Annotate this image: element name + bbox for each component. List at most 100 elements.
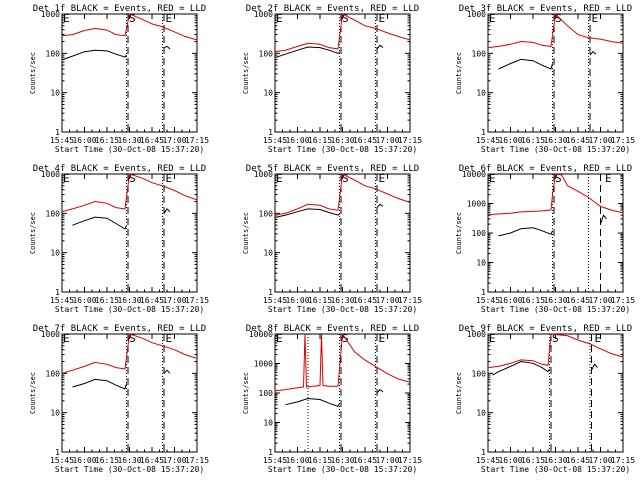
y-tick-label: 100 bbox=[472, 229, 487, 238]
x-tick-label: 16:00 bbox=[285, 456, 309, 465]
y-tick-label: 1 bbox=[268, 448, 273, 457]
y-tick-label: 10 bbox=[50, 89, 60, 98]
series-line-events bbox=[376, 203, 384, 208]
x-tick-label: 17:00 bbox=[375, 296, 399, 305]
y-tick-label: 100 bbox=[259, 209, 274, 218]
chart-panel-2: Det 2f BLACK = Events, RED = LLD 1 10 100 10… bbox=[242, 4, 422, 154]
x-tick-label: 16:30 bbox=[117, 296, 141, 305]
x-tick-label: 17:15 bbox=[398, 136, 422, 145]
series-line-lld bbox=[275, 174, 410, 216]
x-tick-label: 15:45 bbox=[476, 456, 500, 465]
y-axis-label: Counts/sec bbox=[242, 52, 250, 94]
chart-panel-8: Det 8f BLACK = Events, RED = LLD 1 10 100 10… bbox=[242, 324, 422, 474]
x-tick-label: 16:30 bbox=[543, 456, 567, 465]
x-axis-label: Start Time (30-Oct-08 15:37:20) bbox=[268, 465, 417, 474]
y-tick-label: 1 bbox=[55, 448, 60, 457]
series-line-events bbox=[376, 44, 384, 50]
plot-frame bbox=[487, 13, 624, 133]
x-tick-label: 16:00 bbox=[72, 296, 96, 305]
chart-title: Det 1f BLACK = Events, RED = LLD bbox=[33, 4, 206, 14]
series-line-lld bbox=[488, 174, 623, 216]
x-tick-label: 17:15 bbox=[611, 136, 635, 145]
y-tick-label: 1000 bbox=[41, 10, 60, 19]
y-tick-label: 10 bbox=[476, 89, 486, 98]
x-tick-label: 16:30 bbox=[330, 456, 354, 465]
series-line-events bbox=[276, 46, 340, 58]
y-tick-label: 100 bbox=[46, 209, 61, 218]
x-tick-label: 16:45 bbox=[353, 136, 377, 145]
x-tick-label: 15:45 bbox=[50, 456, 74, 465]
marker-s: S bbox=[552, 332, 559, 345]
start-edge-marker: E bbox=[276, 172, 283, 185]
series-line-events bbox=[163, 45, 171, 50]
series-line-lld bbox=[488, 14, 623, 49]
x-tick-label: 16:15 bbox=[95, 456, 119, 465]
series-line-lld bbox=[275, 14, 410, 53]
chart-title: Det 7f BLACK = Events, RED = LLD bbox=[33, 324, 206, 334]
y-tick-label: 100 bbox=[472, 49, 487, 58]
marker-s: S bbox=[129, 332, 136, 345]
y-axis-label: Counts/sec bbox=[29, 212, 37, 254]
start-edge-marker: E bbox=[489, 12, 496, 25]
series-line-events bbox=[600, 214, 607, 225]
series-line-events bbox=[589, 51, 597, 56]
marker-s: S bbox=[342, 12, 349, 25]
series-line-events bbox=[163, 208, 171, 214]
x-tick-label: 17:00 bbox=[375, 456, 399, 465]
y-axis-label: Counts/sec bbox=[455, 372, 463, 414]
x-axis-label: Start Time (30-Oct-08 15:37:20) bbox=[55, 305, 204, 314]
start-edge-marker: E bbox=[276, 12, 283, 25]
x-tick-label: 16:15 bbox=[521, 136, 545, 145]
y-tick-label: 10 bbox=[263, 89, 273, 98]
x-tick-label: 16:45 bbox=[566, 136, 590, 145]
y-tick-label: 10000 bbox=[462, 170, 486, 179]
y-tick-label: 1 bbox=[481, 288, 486, 297]
x-tick-label: 16:30 bbox=[330, 296, 354, 305]
chart-panel-5: Det 5f BLACK = Events, RED = LLD 1 10 100 10… bbox=[242, 164, 422, 314]
y-tick-label: 1 bbox=[481, 448, 486, 457]
x-tick-label: 15:45 bbox=[476, 136, 500, 145]
x-tick-label: 17:15 bbox=[398, 296, 422, 305]
y-axis-label: Counts/sec bbox=[29, 52, 37, 94]
y-tick-label: 1000 bbox=[467, 330, 486, 339]
x-tick-label: 16:15 bbox=[308, 136, 332, 145]
x-tick-label: 17:00 bbox=[588, 136, 612, 145]
chart-title: Det 9f BLACK = Events, RED = LLD bbox=[459, 324, 632, 334]
series-line-events bbox=[276, 208, 340, 218]
x-tick-label: 17:15 bbox=[611, 296, 635, 305]
x-tick-label: 16:00 bbox=[498, 456, 522, 465]
x-tick-label: 17:00 bbox=[162, 136, 186, 145]
y-tick-label: 10 bbox=[50, 409, 60, 418]
y-tick-label: 1000 bbox=[254, 170, 273, 179]
marker-s: S bbox=[129, 172, 136, 185]
x-axis-label: Start Time (30-Oct-08 15:37:20) bbox=[55, 145, 204, 154]
x-tick-label: 15:45 bbox=[263, 456, 287, 465]
x-tick-label: 16:30 bbox=[330, 136, 354, 145]
x-tick-label: 17:00 bbox=[162, 296, 186, 305]
x-axis-label: Start Time (30-Oct-08 15:37:20) bbox=[481, 305, 630, 314]
x-axis-label: Start Time (30-Oct-08 15:37:20) bbox=[481, 465, 630, 474]
series-line-events bbox=[376, 388, 384, 394]
chart-panel-7: Det 7f BLACK = Events, RED = LLD 1 10 100 10… bbox=[29, 324, 209, 474]
x-tick-label: 16:00 bbox=[72, 136, 96, 145]
y-tick-label: 1 bbox=[55, 288, 60, 297]
x-tick-label: 16:30 bbox=[543, 136, 567, 145]
x-axis-label: Start Time (30-Oct-08 15:37:20) bbox=[55, 465, 204, 474]
y-axis-label: Counts/sec bbox=[242, 372, 250, 414]
y-tick-label: 10 bbox=[50, 249, 60, 258]
y-tick-label: 10 bbox=[263, 419, 273, 428]
chart-title: Det 4f BLACK = Events, RED = LLD bbox=[33, 164, 206, 174]
series-line-events bbox=[72, 378, 127, 390]
x-tick-label: 17:00 bbox=[375, 136, 399, 145]
y-axis-label: Counts/sec bbox=[242, 212, 250, 254]
marker-e: E bbox=[379, 172, 386, 185]
chart-title: Det 6f BLACK = Events, RED = LLD bbox=[459, 164, 632, 174]
series-line-lld bbox=[488, 334, 623, 369]
y-tick-label: 1000 bbox=[467, 200, 486, 209]
x-tick-label: 16:30 bbox=[117, 456, 141, 465]
x-tick-label: 16:45 bbox=[566, 456, 590, 465]
y-tick-label: 1000 bbox=[467, 10, 486, 19]
x-tick-label: 16:45 bbox=[566, 296, 590, 305]
y-tick-label: 1 bbox=[481, 128, 486, 137]
marker-e: E bbox=[166, 332, 173, 345]
